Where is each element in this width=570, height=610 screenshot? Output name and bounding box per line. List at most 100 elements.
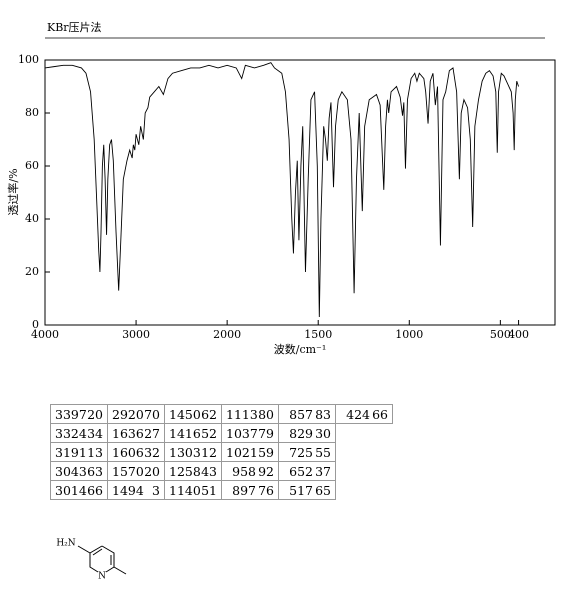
- peak-cell: 102159: [221, 442, 279, 462]
- wavenumber: 1416: [169, 425, 201, 441]
- wavenumber: 2920: [112, 406, 144, 422]
- wavenumber: 1140: [169, 482, 201, 498]
- wavenumber: 725: [289, 444, 313, 460]
- transmittance: 65: [315, 482, 331, 498]
- double-bond: [92, 548, 103, 556]
- wavenumber: 857: [289, 406, 313, 422]
- wavenumber: 1636: [112, 425, 144, 441]
- x-axis-label: 波数/cm⁻¹: [274, 343, 327, 356]
- peak-cell: 111380: [221, 404, 279, 424]
- y-tick-label: 60: [25, 159, 39, 172]
- table-row: 304363 157020 125843 958 92 652 37: [50, 461, 393, 481]
- peak-cell: 163627: [107, 423, 165, 443]
- ring-bond: [89, 545, 103, 573]
- wavenumber: 652: [289, 463, 313, 479]
- peak-cell: 1494 3: [107, 480, 165, 500]
- transmittance: 79: [258, 425, 274, 441]
- transmittance: 32: [144, 444, 160, 460]
- transmittance: 92: [258, 463, 274, 479]
- peak-cell: 652 37: [278, 461, 336, 481]
- wavenumber: 3397: [55, 406, 87, 422]
- transmittance: 27: [144, 425, 160, 441]
- wavenumber: 1303: [169, 444, 201, 460]
- peak-cell: 958 92: [221, 461, 279, 481]
- peak-cell: 829 30: [278, 423, 336, 443]
- peak-cell: 339720: [50, 404, 108, 424]
- chart-title: KBr压片法: [47, 20, 102, 34]
- x-tick-label: 1500: [304, 328, 332, 341]
- transmittance: 43: [201, 463, 217, 479]
- peak-cell: 114051: [164, 480, 222, 500]
- wavenumber: 1494: [112, 482, 144, 498]
- peak-cell: 725 55: [278, 442, 336, 462]
- transmittance: 62: [201, 406, 217, 422]
- transmittance: 66: [87, 482, 103, 498]
- y-tick-label: 80: [25, 106, 39, 119]
- wavenumber: 3324: [55, 425, 87, 441]
- table-row: 301466 1494 3 114051 897 76 517 65: [50, 480, 393, 500]
- y-tick-label: 40: [25, 212, 39, 225]
- y-axis-label: 透过率/%: [6, 168, 20, 215]
- x-tick-label: 1000: [395, 328, 423, 341]
- transmittance: 59: [258, 444, 274, 460]
- wavenumber: 958: [232, 463, 256, 479]
- wavenumber: 1021: [226, 444, 258, 460]
- transmittance: 20: [87, 406, 103, 422]
- transmittance: 63: [87, 463, 103, 479]
- amine-bond: [77, 545, 91, 554]
- wavenumber: 1258: [169, 463, 201, 479]
- x-tick-label: 3000: [122, 328, 150, 341]
- wavenumber: 1570: [112, 463, 144, 479]
- wavenumber: 3191: [55, 444, 87, 460]
- wavenumber: 829: [289, 425, 313, 441]
- x-tick-label: 4000: [31, 328, 59, 341]
- y-tick-label: 100: [18, 53, 39, 66]
- molecule: [77, 545, 127, 575]
- transmittance: 80: [258, 406, 274, 422]
- peak-cell: 130312: [164, 442, 222, 462]
- ring-n-label: N: [98, 572, 106, 582]
- wavenumber: 897: [232, 482, 256, 498]
- peak-cell: 292070: [107, 404, 165, 424]
- peak-cell: 141652: [164, 423, 222, 443]
- transmittance: 55: [315, 444, 331, 460]
- peak-cell: 145062: [164, 404, 222, 424]
- peak-cell: 301466: [50, 480, 108, 500]
- transmittance: 30: [315, 425, 331, 441]
- table-row: 339720 292070 145062 111380 857 83 424 66: [50, 404, 393, 424]
- x-tick-label: 500: [490, 328, 511, 341]
- peak-cell: 332434: [50, 423, 108, 443]
- peak-cell: 517 65: [278, 480, 336, 500]
- transmittance: 52: [201, 425, 217, 441]
- transmittance: 34: [87, 425, 103, 441]
- transmittance: 37: [315, 463, 331, 479]
- peak-cell: 157020: [107, 461, 165, 481]
- peak-cell: 857 83: [278, 404, 336, 424]
- table-row: 332434 163627 141652 103779 829 30: [50, 423, 393, 443]
- wavenumber: 517: [289, 482, 313, 498]
- spectrum-line: [44, 62, 519, 318]
- y-tick-label: 20: [25, 265, 39, 278]
- peak-cell: 897 76: [221, 480, 279, 500]
- transmittance: 51: [201, 482, 217, 498]
- methyl-bond: [113, 566, 127, 575]
- ring-bond: [101, 545, 115, 573]
- transmittance: 76: [258, 482, 274, 498]
- plot-frame: [44, 59, 556, 326]
- wavenumber: 1037: [226, 425, 258, 441]
- x-tick-label: 2000: [213, 328, 241, 341]
- transmittance: 20: [144, 463, 160, 479]
- peak-cell: 125843: [164, 461, 222, 481]
- peak-cell: 160632: [107, 442, 165, 462]
- wavenumber: 3043: [55, 463, 87, 479]
- transmittance: 66: [372, 406, 388, 422]
- wavenumber: 1606: [112, 444, 144, 460]
- wavenumber: 3014: [55, 482, 87, 498]
- transmittance: 3: [152, 482, 160, 498]
- transmittance: 13: [87, 444, 103, 460]
- transmittance: 12: [201, 444, 217, 460]
- wavenumber: 424: [346, 406, 370, 422]
- peak-table: 339720 292070 145062 111380 857 83 424 66 332434…: [50, 404, 393, 500]
- amine-label: H₂N: [56, 539, 75, 549]
